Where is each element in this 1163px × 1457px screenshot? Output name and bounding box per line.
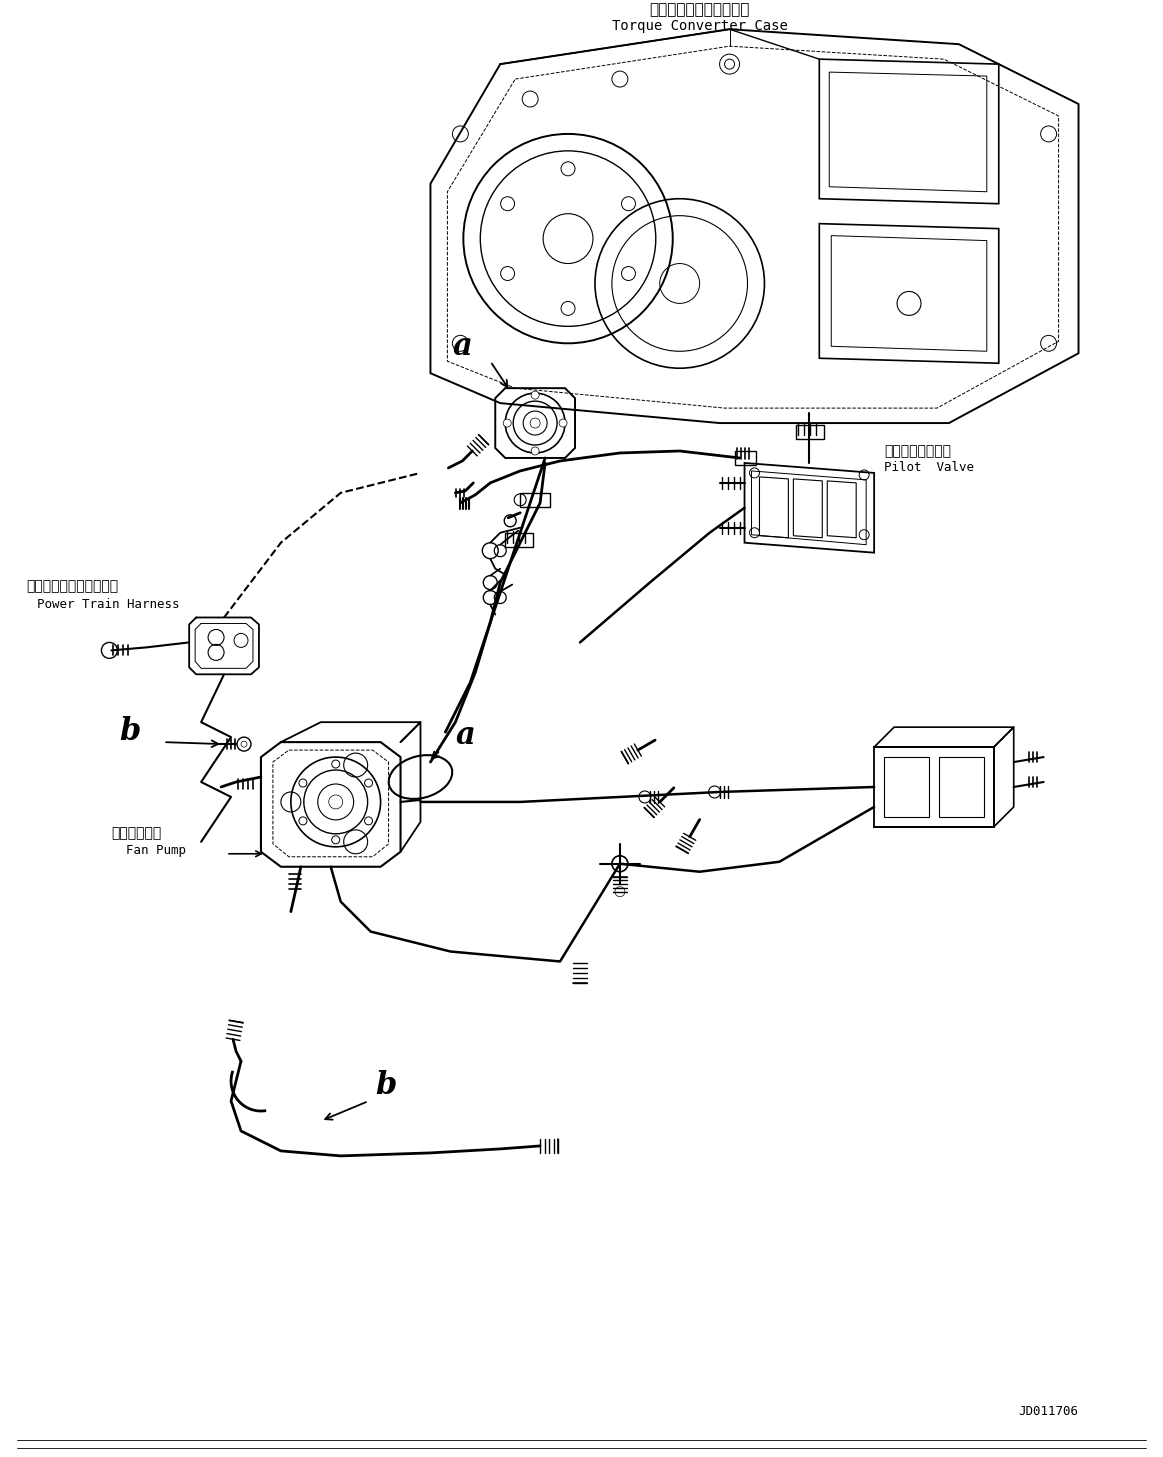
Text: Power Train Harness: Power Train Harness — [36, 597, 179, 610]
Circle shape — [530, 418, 540, 428]
Text: b: b — [120, 717, 141, 747]
Bar — [735, 452, 756, 465]
Text: b: b — [376, 1069, 397, 1101]
Bar — [884, 758, 929, 817]
Bar — [520, 492, 550, 507]
Text: a: a — [452, 331, 472, 363]
Text: JD011706: JD011706 — [1019, 1405, 1078, 1418]
Bar — [797, 425, 825, 439]
Circle shape — [531, 447, 540, 455]
Text: パイロットバルブ: パイロットバルブ — [884, 444, 951, 457]
Circle shape — [559, 420, 568, 427]
Circle shape — [531, 390, 540, 399]
Text: Pilot  Valve: Pilot Valve — [884, 460, 975, 474]
Circle shape — [615, 887, 625, 896]
Text: Torque Converter Case: Torque Converter Case — [612, 19, 787, 34]
Circle shape — [241, 742, 247, 747]
Text: トルクコンバータケース: トルクコンバータケース — [649, 3, 750, 17]
Bar — [939, 758, 984, 817]
Circle shape — [504, 420, 512, 427]
Text: パワートレインハーネス: パワートレインハーネス — [27, 580, 119, 593]
Bar — [505, 533, 533, 546]
Text: ファンポンプ: ファンポンプ — [112, 826, 162, 839]
Text: a: a — [456, 720, 476, 752]
Circle shape — [329, 796, 343, 809]
Text: Fan Pump: Fan Pump — [127, 844, 186, 857]
